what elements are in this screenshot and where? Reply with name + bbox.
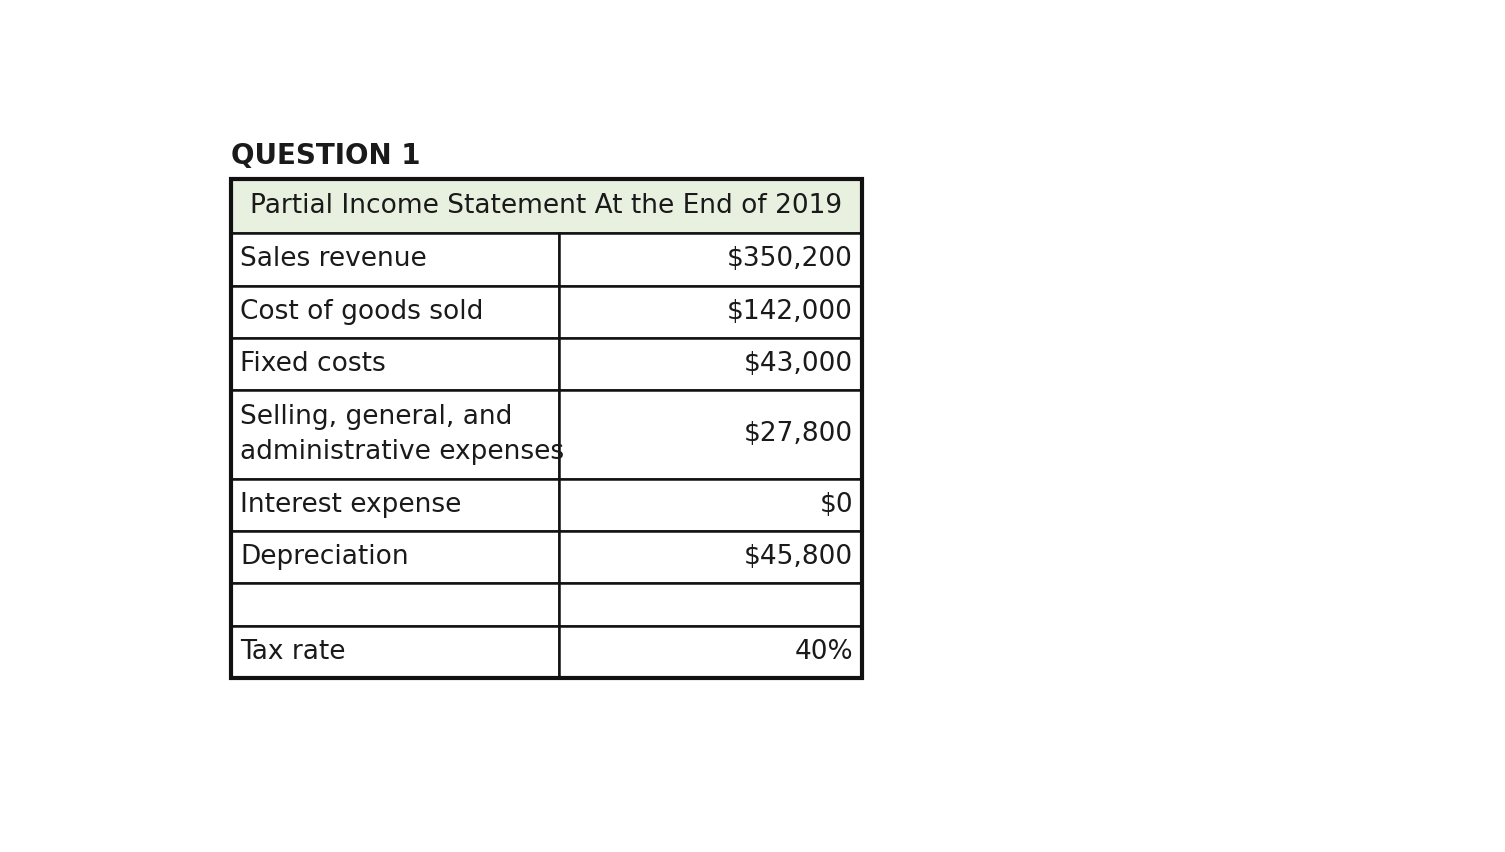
Bar [230, 233, 560, 285]
Bar [560, 233, 862, 285]
Bar [230, 479, 560, 531]
Text: $350,200: $350,200 [727, 246, 853, 273]
Bar [230, 179, 862, 678]
Bar [230, 584, 560, 626]
Text: $27,800: $27,800 [743, 422, 853, 447]
Text: $45,800: $45,800 [743, 544, 853, 570]
Bar [560, 626, 862, 678]
Bar [230, 338, 560, 390]
Text: $142,000: $142,000 [727, 299, 853, 325]
Text: Depreciation: Depreciation [241, 544, 409, 570]
Bar [560, 531, 862, 584]
Bar [230, 531, 560, 584]
Text: Interest expense: Interest expense [241, 492, 462, 518]
Text: Cost of goods sold: Cost of goods sold [241, 299, 483, 325]
Bar [230, 390, 560, 479]
Text: Tax rate: Tax rate [241, 639, 346, 665]
Text: QUESTION 1: QUESTION 1 [230, 142, 420, 170]
Bar [230, 626, 560, 678]
Text: $43,000: $43,000 [743, 351, 853, 377]
Text: 40%: 40% [795, 639, 853, 665]
Text: Partial Income Statement At the End of 2019: Partial Income Statement At the End of 2… [250, 193, 843, 219]
Bar [560, 390, 862, 479]
Bar [230, 285, 560, 338]
Bar [560, 479, 862, 531]
Bar [560, 338, 862, 390]
Text: $0: $0 [819, 492, 853, 518]
Text: Selling, general, and
administrative expenses: Selling, general, and administrative exp… [241, 404, 564, 465]
Bar [560, 285, 862, 338]
Bar [230, 179, 862, 233]
Bar [560, 584, 862, 626]
Text: Sales revenue: Sales revenue [241, 246, 427, 273]
Text: Fixed costs: Fixed costs [241, 351, 385, 377]
